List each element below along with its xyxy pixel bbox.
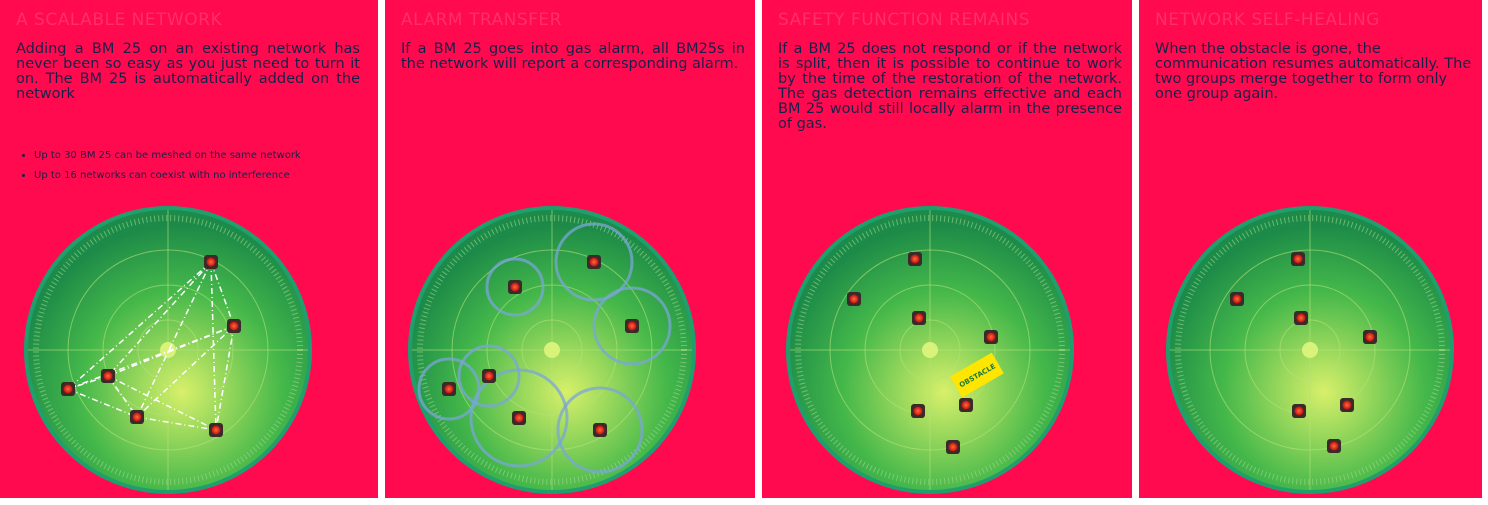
- link: [136, 261, 212, 418]
- device-light: [1294, 406, 1304, 416]
- device-light: [206, 257, 216, 267]
- panel-text: If a BM 25 does not respond or if the ne…: [778, 41, 1122, 132]
- radar: [24, 206, 312, 494]
- signal-ring: [554, 222, 634, 302]
- panel-text: When the obstacle is gone, the communica…: [1155, 41, 1472, 102]
- radar-center: [160, 342, 176, 358]
- panel-text: Adding a BM 25 on an existing network ha…: [16, 41, 360, 102]
- radar-center: [1302, 342, 1318, 358]
- device-light: [913, 406, 923, 416]
- device-light: [103, 371, 113, 381]
- device-light: [1329, 441, 1339, 451]
- device-light: [1293, 254, 1303, 264]
- radar: [408, 206, 696, 494]
- device-light: [910, 254, 920, 264]
- signal-ring: [556, 386, 644, 474]
- device-light: [514, 413, 524, 423]
- panel: A scalable network Adding a BM 25 on an …: [0, 0, 378, 498]
- device-light: [1232, 294, 1242, 304]
- signal-ring: [469, 368, 569, 468]
- device-light: [595, 425, 605, 435]
- device-light: [1365, 332, 1375, 342]
- device-light: [961, 400, 971, 410]
- panel-title: Alarm transfer: [401, 10, 562, 30]
- radar-center: [544, 342, 560, 358]
- bullet-list: Up to 30 BM 25 can be meshed on the same…: [16, 146, 301, 186]
- link: [67, 325, 235, 390]
- panel-text: If a BM 25 goes into gas alarm, all BM25…: [401, 41, 745, 72]
- link: [67, 261, 212, 390]
- panel-title: A scalable network: [16, 10, 223, 30]
- panel: Safety function remains If a BM 25 does …: [762, 0, 1132, 498]
- bullet: Up to 16 networks can coexist with no in…: [34, 166, 301, 186]
- device-light: [211, 425, 221, 435]
- device-light: [1342, 400, 1352, 410]
- panel: Alarm transfer If a BM 25 goes into gas …: [385, 0, 755, 498]
- radar: [1166, 206, 1454, 494]
- obstacle: OBSTACLE: [950, 352, 1004, 398]
- signal-ring: [592, 286, 672, 366]
- device-light: [229, 321, 239, 331]
- panel-title: Safety function remains: [778, 10, 1031, 30]
- device-light: [986, 332, 996, 342]
- device-light: [1296, 313, 1306, 323]
- link: [215, 325, 235, 431]
- radar-center: [922, 342, 938, 358]
- radar: OBSTACLE: [786, 206, 1074, 494]
- device-light: [589, 257, 599, 267]
- obstacle-box: [950, 352, 1004, 398]
- signal-ring: [485, 257, 545, 317]
- device-light: [627, 321, 637, 331]
- link: [210, 261, 235, 327]
- link: [136, 325, 235, 418]
- device-light: [510, 282, 520, 292]
- device-light: [444, 384, 454, 394]
- link: [107, 375, 217, 431]
- device-light: [63, 384, 73, 394]
- bullet: Up to 30 BM 25 can be meshed on the same…: [34, 146, 301, 166]
- device-light: [914, 313, 924, 323]
- device-light: [849, 294, 859, 304]
- link: [210, 261, 217, 431]
- signal-ring: [457, 344, 521, 408]
- device-light: [484, 371, 494, 381]
- panel: Network self-healing When the obstacle i…: [1139, 0, 1482, 498]
- device-light: [132, 412, 142, 422]
- device-light: [948, 442, 958, 452]
- link: [136, 416, 217, 431]
- panel-title: Network self-healing: [1155, 10, 1380, 30]
